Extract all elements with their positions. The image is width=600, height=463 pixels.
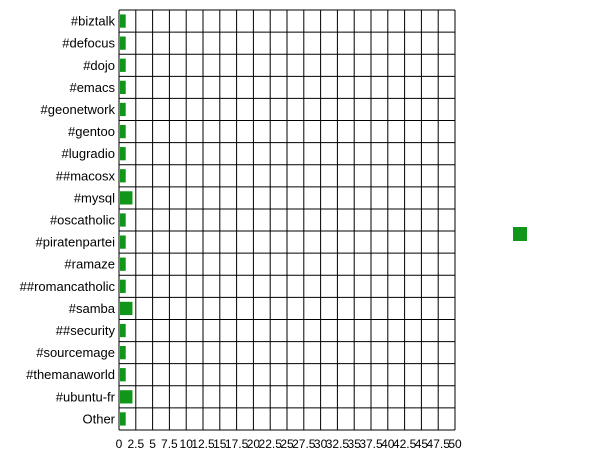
x-tick-label: 30 — [314, 437, 328, 451]
x-tick-label: 22.5 — [259, 437, 283, 451]
x-tick-label: 45 — [415, 437, 429, 451]
x-tick-label: 40 — [381, 437, 395, 451]
x-tick-label: 35 — [348, 437, 362, 451]
x-tick-label: 50 — [448, 437, 462, 451]
chart-bars — [120, 14, 133, 426]
bar — [120, 390, 133, 404]
bar — [120, 368, 126, 382]
category-label: #ubuntu-fr — [56, 389, 116, 404]
category-label: Other — [82, 411, 115, 426]
bar — [120, 346, 126, 360]
category-label: ##macosx — [56, 168, 116, 183]
x-tick-label: 0 — [116, 437, 123, 451]
category-label: ##romancatholic — [20, 279, 116, 294]
bar — [120, 14, 126, 28]
x-tick-label: 12.5 — [191, 437, 215, 451]
bar — [120, 213, 126, 227]
x-tick-label: 5 — [149, 437, 156, 451]
bar — [120, 279, 126, 293]
category-label: #geonetwork — [41, 102, 116, 117]
x-tick-label: 25 — [280, 437, 294, 451]
legend — [513, 227, 527, 241]
x-tick-label: 2.5 — [127, 437, 144, 451]
x-tick-label: 47.5 — [427, 437, 451, 451]
category-label: #samba — [69, 301, 116, 316]
legend-swatch — [513, 227, 527, 241]
category-label: #mysql — [74, 190, 115, 205]
category-label: #themanaworld — [26, 367, 115, 382]
bar — [120, 58, 126, 72]
bar — [120, 412, 126, 426]
x-tick-label: 10 — [180, 437, 194, 451]
bar — [120, 80, 126, 94]
bar — [120, 191, 133, 205]
category-label: ##security — [56, 323, 116, 338]
chart-grid — [118, 9, 456, 431]
category-label: #biztalk — [71, 14, 116, 29]
x-tick-label: 15 — [213, 437, 227, 451]
bar — [120, 235, 126, 249]
category-label: #oscatholic — [50, 213, 116, 228]
category-label: #defocus — [62, 36, 115, 51]
x-tick-label: 32.5 — [326, 437, 350, 451]
category-label: #emacs — [69, 80, 115, 95]
category-label: #gentoo — [68, 124, 115, 139]
x-tick-label: 42.5 — [393, 437, 417, 451]
category-label: #sourcemage — [36, 345, 115, 360]
bar — [120, 257, 126, 271]
category-label: #ramaze — [64, 257, 115, 272]
bar — [120, 124, 126, 139]
bar — [120, 36, 126, 50]
bar — [120, 147, 126, 161]
x-tick-label: 17.5 — [225, 437, 249, 451]
category-label: #piratenpartei — [36, 235, 116, 250]
x-tick-label: 7.5 — [161, 437, 178, 451]
category-label: #dojo — [83, 58, 115, 73]
category-label: #lugradio — [62, 146, 116, 161]
x-tick-label: 27.5 — [292, 437, 316, 451]
bar — [120, 169, 126, 183]
x-tick-label: 20 — [247, 437, 261, 451]
bar — [120, 102, 126, 117]
x-axis-tick-labels: 0 2.5 5 7.5 1012.51517.52022.52527.53032.535… — [116, 437, 462, 451]
bar — [120, 323, 126, 338]
category-labels: #biztalk #defocus #dojo #emacs #geonetwork #g… — [20, 14, 116, 427]
x-tick-label: 37.5 — [359, 437, 383, 451]
bar — [120, 301, 133, 316]
